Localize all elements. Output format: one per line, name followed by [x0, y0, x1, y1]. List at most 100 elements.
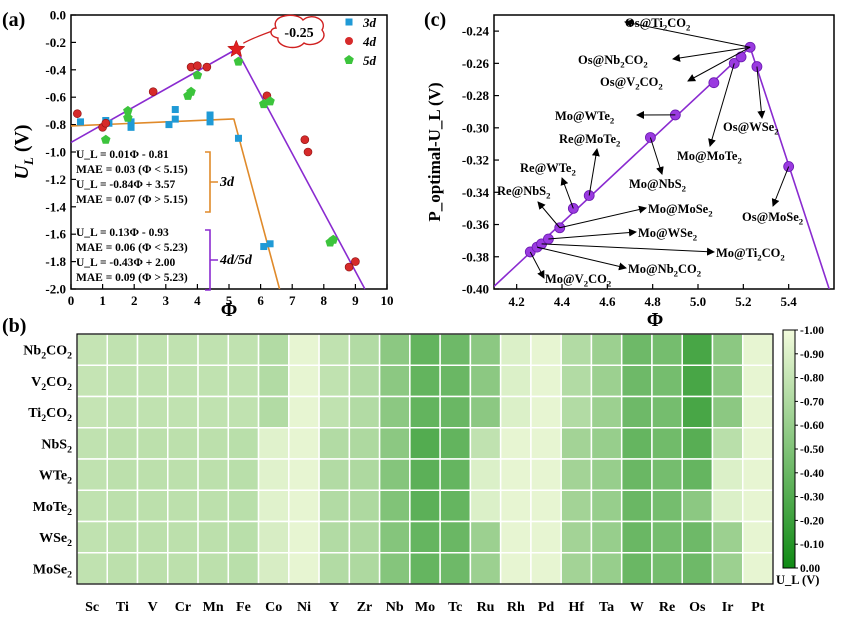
- data-point-3d: [165, 121, 173, 129]
- data-point-4d: [300, 135, 310, 144]
- heatmap-cell-ti2co2-v: [136, 395, 169, 429]
- heatmap-cell-mose2-ru: [469, 552, 502, 585]
- heatmap-cell-ti2co2-ni: [288, 395, 320, 429]
- data-point-3d: [206, 118, 214, 126]
- heatmap-cell-wse2-nb: [378, 520, 411, 554]
- heatmap-cell-v2co2-v: [136, 364, 169, 398]
- heatmap-cell-mote2-sc: [76, 489, 109, 523]
- panel-label-c: (c): [424, 9, 446, 31]
- heatmap-cell-ti2co2-rh: [499, 395, 532, 429]
- heatmap-row-label-ti2co2: Ti2CO2: [28, 406, 72, 424]
- heatmap-cell-wse2-pd: [530, 520, 562, 554]
- heatmap-cell-mote2-re: [651, 489, 683, 523]
- heatmap-row-label-nbs2: NbS2: [41, 437, 72, 455]
- data-point-3d: [266, 240, 274, 248]
- heatmap-cell-nbs2-ir: [711, 427, 744, 460]
- heatmap-cell-wse2-zr: [348, 520, 381, 554]
- heatmap-column-label: Tc: [448, 600, 462, 615]
- y-tick-label-a: 0.0: [50, 8, 66, 23]
- x-tick-label-a: 3: [163, 293, 170, 308]
- data-point-4d: [344, 262, 354, 272]
- heatmap-cell-wte2-zr: [348, 458, 381, 491]
- fit-equation-3d: U_L = 0.01Φ - 0.81: [76, 149, 169, 161]
- colorbar: [782, 329, 796, 569]
- heatmap-column-label: Ru: [477, 600, 495, 615]
- peak-star: [227, 39, 246, 58]
- data-point-c: [735, 51, 747, 63]
- heatmap-cell-wse2-ta: [590, 520, 623, 554]
- heatmap-cell-ti2co2-cr: [167, 395, 199, 429]
- y-tick-label-a: -1.4: [45, 199, 66, 214]
- heatmap-column-label: Pt: [751, 600, 765, 615]
- heatmap-cell-nb2co2-pt: [741, 333, 774, 366]
- fit-equation-4d5d: U_L = 0.13Φ - 0.93: [76, 227, 169, 239]
- heatmap-cell-nbs2-ru: [469, 427, 502, 460]
- heatmap-cell-v2co2-y: [318, 364, 351, 398]
- heatmap-cell-ti2co2-ti: [106, 395, 139, 429]
- heatmap-cell-ti2co2-zr: [348, 395, 381, 429]
- heatmap-cell-mose2-nb: [378, 552, 411, 585]
- annotation-arrow-re-wte2: [560, 177, 574, 209]
- heatmap-cell-ti2co2-re: [651, 395, 683, 429]
- y-tick-label-a: -1.2: [45, 172, 66, 187]
- heatmap-cell-wte2-mo: [409, 458, 441, 491]
- heatmap-cell-wte2-pt: [741, 458, 774, 491]
- heatmap-column-label: Sc: [85, 600, 99, 615]
- heatmap-cell-nb2co2-pd: [530, 333, 562, 366]
- heatmap-row-label-mose2: MoSe2: [33, 562, 72, 580]
- annotation-label-mo-mote2: Mo@MoTe2: [677, 149, 742, 166]
- data-point-c: [708, 77, 720, 89]
- x-tick-label-a: 2: [131, 293, 138, 308]
- annotation-arrow-mo-nbs2: [649, 137, 664, 175]
- y-tick-label-a: -2.0: [45, 282, 66, 297]
- heatmap-column-label: Ta: [599, 600, 614, 615]
- panel-label-a: (a): [2, 9, 25, 31]
- heatmap-cell-nb2co2-zr: [348, 333, 381, 366]
- heatmap-cell-mose2-sc: [76, 552, 109, 585]
- heatmap-cell-ti2co2-nb: [378, 395, 411, 429]
- heatmap-column-label: W: [630, 600, 644, 615]
- heatmap-cell-v2co2-ti: [106, 364, 139, 398]
- chart-panel-c: 4.2 4.4 4.6 4.8 5.0 5.2 5.4 -0.24 -0.26 -0.28 -0.3…: [425, 14, 835, 331]
- heatmap-column-label: Pd: [538, 600, 555, 615]
- data-point-5d: [328, 234, 338, 244]
- heatmap-cell-mose2-y: [318, 552, 351, 585]
- heatmap-column-label: Rh: [507, 600, 525, 615]
- heatmap-cell-nb2co2-nb: [378, 333, 411, 366]
- heatmap-cell-mose2-hf: [560, 552, 593, 585]
- heatmap-cell-mote2-ti: [106, 489, 139, 523]
- annotation-label-os-nb2co2: Os@Nb2CO2: [578, 53, 648, 70]
- heatmap-cell-ti2co2-mo: [409, 395, 441, 429]
- x-tick-label-a: 9: [352, 293, 359, 308]
- colorbar-tick-label: -0.90: [800, 349, 824, 361]
- x-tick-label-a: 0: [68, 293, 75, 308]
- heatmap-cell-nbs2-fe: [227, 427, 260, 460]
- heatmap-cell-nbs2-cr: [167, 427, 199, 460]
- heatmap-column-label: Mo: [415, 600, 435, 615]
- heatmap-cell-v2co2-ni: [288, 364, 320, 398]
- heatmap-cell-nbs2-sc: [76, 427, 109, 460]
- heatmap-cell-nbs2-pt: [741, 427, 774, 460]
- heatmap-cell-ti2co2-ru: [469, 395, 502, 429]
- heatmap-cell-nb2co2-ni: [288, 333, 320, 366]
- heatmap-cell-nbs2-nb: [378, 427, 411, 460]
- legend-label-5d: 5d: [363, 53, 377, 68]
- heatmap-cell-wte2-ir: [711, 458, 744, 491]
- heatmap-cell-nb2co2-fe: [227, 333, 260, 366]
- heatmap-cell-nb2co2-mn: [197, 333, 230, 366]
- data-point-4d: [351, 257, 360, 266]
- data-point-4d: [303, 147, 313, 157]
- heatmap-cell-nb2co2-w: [620, 333, 653, 366]
- heatmap-cell-v2co2-pd: [530, 364, 562, 398]
- heatmap-cell-v2co2-os: [681, 364, 714, 398]
- fit-equation-4d5d: U_L = -0.43Φ + 2.00: [76, 257, 176, 269]
- annotation-arrow-mo-wse2: [548, 228, 637, 240]
- heatmap-cell-nb2co2-cr: [167, 333, 199, 366]
- heatmap-cell-mote2-pt: [741, 489, 774, 523]
- fit-equation-3d: MAE = 0.07 (Φ > 5.15): [76, 194, 188, 206]
- heatmap-cell-ti2co2-tc: [439, 395, 472, 429]
- heatmap-cell-wse2-rh: [499, 520, 532, 554]
- heatmap-cell-wte2-hf: [560, 458, 593, 491]
- heatmap-cell-nbs2-ni: [288, 427, 320, 460]
